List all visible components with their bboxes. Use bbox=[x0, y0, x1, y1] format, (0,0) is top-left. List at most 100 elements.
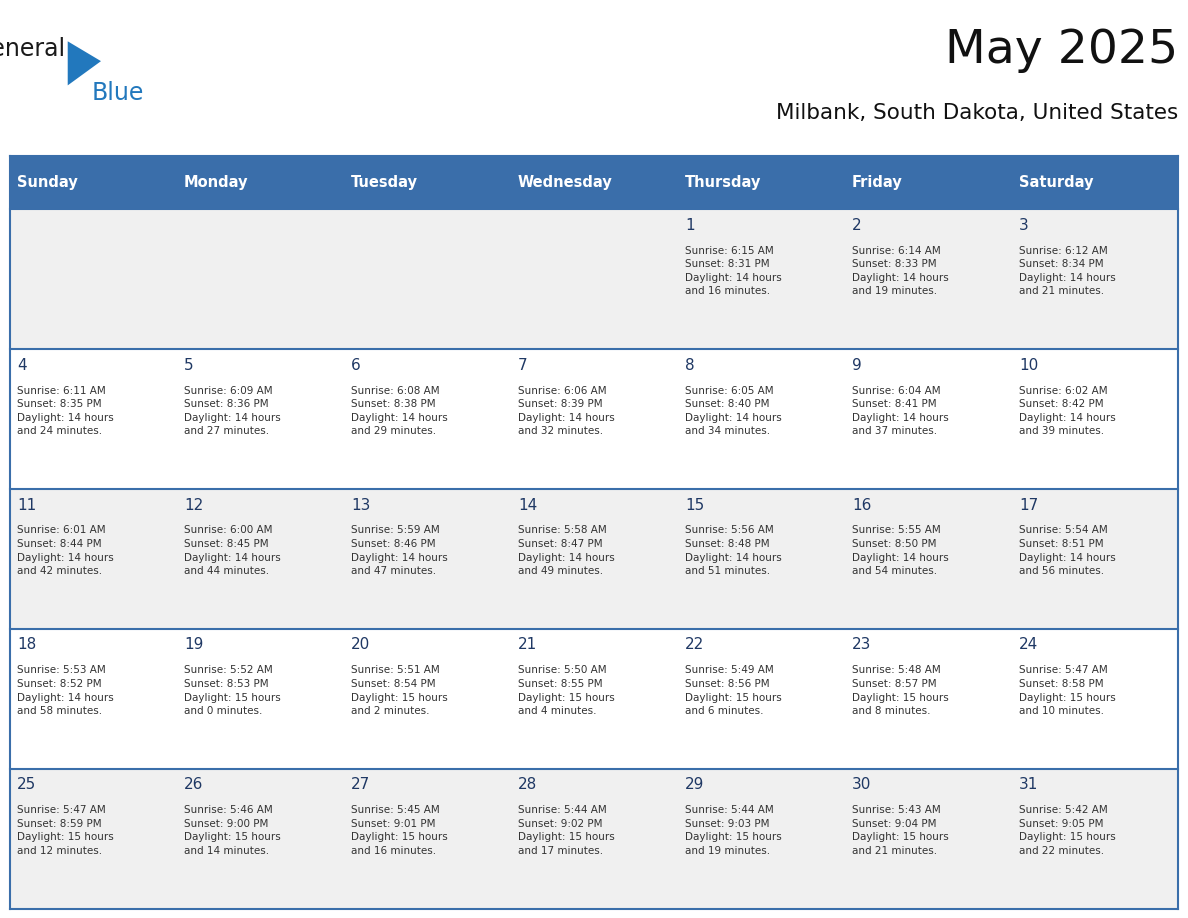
Text: 19: 19 bbox=[184, 637, 203, 653]
Bar bbox=[343, 769, 511, 909]
Bar bbox=[1011, 769, 1178, 909]
Text: Sunrise: 5:50 AM
Sunset: 8:55 PM
Daylight: 15 hours
and 4 minutes.: Sunrise: 5:50 AM Sunset: 8:55 PM Dayligh… bbox=[518, 666, 614, 716]
Bar bbox=[177, 489, 343, 629]
Bar bbox=[10, 349, 177, 489]
Text: Sunrise: 6:06 AM
Sunset: 8:39 PM
Daylight: 14 hours
and 32 minutes.: Sunrise: 6:06 AM Sunset: 8:39 PM Dayligh… bbox=[518, 386, 614, 436]
Bar bbox=[343, 489, 511, 629]
Bar bbox=[511, 156, 677, 209]
Text: 29: 29 bbox=[685, 778, 704, 792]
Text: Sunrise: 5:48 AM
Sunset: 8:57 PM
Daylight: 15 hours
and 8 minutes.: Sunrise: 5:48 AM Sunset: 8:57 PM Dayligh… bbox=[852, 666, 949, 716]
Text: Sunrise: 5:53 AM
Sunset: 8:52 PM
Daylight: 14 hours
and 58 minutes.: Sunrise: 5:53 AM Sunset: 8:52 PM Dayligh… bbox=[17, 666, 114, 716]
Bar bbox=[1011, 156, 1178, 209]
Text: Tuesday: Tuesday bbox=[350, 175, 418, 190]
Text: 27: 27 bbox=[350, 778, 371, 792]
Text: 28: 28 bbox=[518, 778, 537, 792]
Text: Sunrise: 6:04 AM
Sunset: 8:41 PM
Daylight: 14 hours
and 37 minutes.: Sunrise: 6:04 AM Sunset: 8:41 PM Dayligh… bbox=[852, 386, 949, 436]
Text: Wednesday: Wednesday bbox=[518, 175, 613, 190]
Bar bbox=[677, 156, 845, 209]
Text: Sunrise: 5:44 AM
Sunset: 9:03 PM
Daylight: 15 hours
and 19 minutes.: Sunrise: 5:44 AM Sunset: 9:03 PM Dayligh… bbox=[685, 805, 782, 856]
Bar bbox=[177, 629, 343, 769]
Text: Sunrise: 5:45 AM
Sunset: 9:01 PM
Daylight: 15 hours
and 16 minutes.: Sunrise: 5:45 AM Sunset: 9:01 PM Dayligh… bbox=[350, 805, 448, 856]
Text: Sunrise: 5:49 AM
Sunset: 8:56 PM
Daylight: 15 hours
and 6 minutes.: Sunrise: 5:49 AM Sunset: 8:56 PM Dayligh… bbox=[685, 666, 782, 716]
Text: 3: 3 bbox=[1019, 218, 1029, 232]
Text: Milbank, South Dakota, United States: Milbank, South Dakota, United States bbox=[776, 103, 1178, 123]
Text: Sunrise: 5:59 AM
Sunset: 8:46 PM
Daylight: 14 hours
and 47 minutes.: Sunrise: 5:59 AM Sunset: 8:46 PM Dayligh… bbox=[350, 525, 448, 577]
Bar bbox=[845, 769, 1011, 909]
Text: Sunrise: 6:00 AM
Sunset: 8:45 PM
Daylight: 14 hours
and 44 minutes.: Sunrise: 6:00 AM Sunset: 8:45 PM Dayligh… bbox=[184, 525, 280, 577]
Text: Saturday: Saturday bbox=[1019, 175, 1093, 190]
Text: 17: 17 bbox=[1019, 498, 1038, 512]
Text: 16: 16 bbox=[852, 498, 871, 512]
Text: Monday: Monday bbox=[184, 175, 248, 190]
Text: 12: 12 bbox=[184, 498, 203, 512]
Text: Sunrise: 6:11 AM
Sunset: 8:35 PM
Daylight: 14 hours
and 24 minutes.: Sunrise: 6:11 AM Sunset: 8:35 PM Dayligh… bbox=[17, 386, 114, 436]
Text: 20: 20 bbox=[350, 637, 371, 653]
Text: 30: 30 bbox=[852, 778, 871, 792]
Text: 21: 21 bbox=[518, 637, 537, 653]
Bar bbox=[10, 769, 177, 909]
Bar bbox=[845, 489, 1011, 629]
Bar bbox=[177, 349, 343, 489]
Bar bbox=[677, 629, 845, 769]
Text: Sunrise: 6:02 AM
Sunset: 8:42 PM
Daylight: 14 hours
and 39 minutes.: Sunrise: 6:02 AM Sunset: 8:42 PM Dayligh… bbox=[1019, 386, 1116, 436]
Text: Sunrise: 5:51 AM
Sunset: 8:54 PM
Daylight: 15 hours
and 2 minutes.: Sunrise: 5:51 AM Sunset: 8:54 PM Dayligh… bbox=[350, 666, 448, 716]
Bar bbox=[845, 629, 1011, 769]
Text: Sunrise: 5:42 AM
Sunset: 9:05 PM
Daylight: 15 hours
and 22 minutes.: Sunrise: 5:42 AM Sunset: 9:05 PM Dayligh… bbox=[1019, 805, 1116, 856]
Text: 5: 5 bbox=[184, 358, 194, 373]
Bar bbox=[511, 629, 677, 769]
Text: Sunrise: 5:58 AM
Sunset: 8:47 PM
Daylight: 14 hours
and 49 minutes.: Sunrise: 5:58 AM Sunset: 8:47 PM Dayligh… bbox=[518, 525, 614, 577]
Text: Sunrise: 5:46 AM
Sunset: 9:00 PM
Daylight: 15 hours
and 14 minutes.: Sunrise: 5:46 AM Sunset: 9:00 PM Dayligh… bbox=[184, 805, 280, 856]
Text: Sunrise: 6:15 AM
Sunset: 8:31 PM
Daylight: 14 hours
and 16 minutes.: Sunrise: 6:15 AM Sunset: 8:31 PM Dayligh… bbox=[685, 246, 782, 297]
Bar bbox=[10, 489, 177, 629]
Bar bbox=[177, 209, 343, 349]
Text: 1: 1 bbox=[685, 218, 695, 232]
Bar bbox=[511, 489, 677, 629]
Text: 2: 2 bbox=[852, 218, 861, 232]
Text: 10: 10 bbox=[1019, 358, 1038, 373]
Bar bbox=[343, 629, 511, 769]
Bar bbox=[1011, 209, 1178, 349]
Bar bbox=[1011, 349, 1178, 489]
Text: Sunrise: 5:47 AM
Sunset: 8:59 PM
Daylight: 15 hours
and 12 minutes.: Sunrise: 5:47 AM Sunset: 8:59 PM Dayligh… bbox=[17, 805, 114, 856]
Text: 4: 4 bbox=[17, 358, 26, 373]
Text: 7: 7 bbox=[518, 358, 527, 373]
Text: 26: 26 bbox=[184, 778, 203, 792]
Text: 13: 13 bbox=[350, 498, 371, 512]
Text: 9: 9 bbox=[852, 358, 861, 373]
Text: 23: 23 bbox=[852, 637, 871, 653]
Bar bbox=[10, 156, 177, 209]
Bar bbox=[677, 209, 845, 349]
Bar bbox=[845, 209, 1011, 349]
Text: 15: 15 bbox=[685, 498, 704, 512]
Text: Sunrise: 6:01 AM
Sunset: 8:44 PM
Daylight: 14 hours
and 42 minutes.: Sunrise: 6:01 AM Sunset: 8:44 PM Dayligh… bbox=[17, 525, 114, 577]
Text: 31: 31 bbox=[1019, 778, 1038, 792]
Text: Friday: Friday bbox=[852, 175, 903, 190]
Text: Sunday: Sunday bbox=[17, 175, 77, 190]
Bar bbox=[343, 156, 511, 209]
Text: Sunrise: 6:08 AM
Sunset: 8:38 PM
Daylight: 14 hours
and 29 minutes.: Sunrise: 6:08 AM Sunset: 8:38 PM Dayligh… bbox=[350, 386, 448, 436]
Bar bbox=[511, 769, 677, 909]
Bar bbox=[511, 349, 677, 489]
Text: 14: 14 bbox=[518, 498, 537, 512]
Text: Sunrise: 5:56 AM
Sunset: 8:48 PM
Daylight: 14 hours
and 51 minutes.: Sunrise: 5:56 AM Sunset: 8:48 PM Dayligh… bbox=[685, 525, 782, 577]
Polygon shape bbox=[68, 41, 101, 85]
Text: Thursday: Thursday bbox=[685, 175, 762, 190]
Text: General: General bbox=[0, 37, 65, 61]
Text: Sunrise: 5:43 AM
Sunset: 9:04 PM
Daylight: 15 hours
and 21 minutes.: Sunrise: 5:43 AM Sunset: 9:04 PM Dayligh… bbox=[852, 805, 949, 856]
Text: Sunrise: 5:55 AM
Sunset: 8:50 PM
Daylight: 14 hours
and 54 minutes.: Sunrise: 5:55 AM Sunset: 8:50 PM Dayligh… bbox=[852, 525, 949, 577]
Text: 24: 24 bbox=[1019, 637, 1038, 653]
Bar bbox=[511, 209, 677, 349]
Bar bbox=[10, 629, 177, 769]
Text: 18: 18 bbox=[17, 637, 37, 653]
Text: 25: 25 bbox=[17, 778, 37, 792]
Text: 22: 22 bbox=[685, 637, 704, 653]
Bar bbox=[1011, 489, 1178, 629]
Text: Sunrise: 5:54 AM
Sunset: 8:51 PM
Daylight: 14 hours
and 56 minutes.: Sunrise: 5:54 AM Sunset: 8:51 PM Dayligh… bbox=[1019, 525, 1116, 577]
Text: Sunrise: 6:09 AM
Sunset: 8:36 PM
Daylight: 14 hours
and 27 minutes.: Sunrise: 6:09 AM Sunset: 8:36 PM Dayligh… bbox=[184, 386, 280, 436]
Bar bbox=[177, 769, 343, 909]
Text: Sunrise: 6:05 AM
Sunset: 8:40 PM
Daylight: 14 hours
and 34 minutes.: Sunrise: 6:05 AM Sunset: 8:40 PM Dayligh… bbox=[685, 386, 782, 436]
Bar bbox=[845, 156, 1011, 209]
Bar bbox=[677, 489, 845, 629]
Bar bbox=[343, 349, 511, 489]
Text: Sunrise: 5:44 AM
Sunset: 9:02 PM
Daylight: 15 hours
and 17 minutes.: Sunrise: 5:44 AM Sunset: 9:02 PM Dayligh… bbox=[518, 805, 614, 856]
